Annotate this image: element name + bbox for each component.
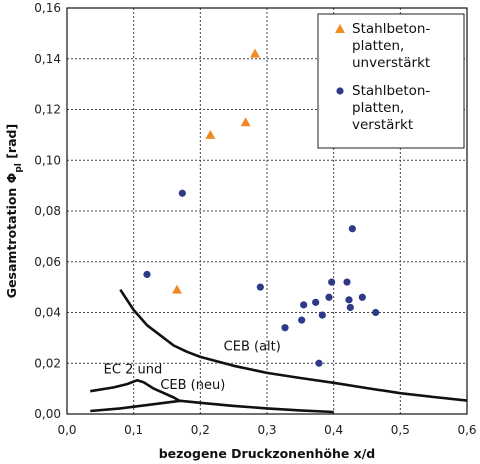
y-tick-label: 0,06 [34, 255, 61, 269]
data-point-circle [178, 189, 186, 197]
data-point-circle [328, 278, 336, 286]
data-point-circle [256, 283, 264, 291]
y-tick-label: 0,12 [34, 103, 61, 117]
x-tick-label: 0,0 [57, 423, 76, 437]
data-point-triangle [172, 284, 182, 294]
y-tick-label: 0,16 [34, 1, 61, 15]
legend-label: verstärkt [352, 117, 413, 133]
curve-annotation: CEB (neu) [160, 378, 225, 393]
legend-label: Stahlbeton- [352, 83, 430, 99]
legend-marker-circle [336, 87, 344, 95]
data-point-circle [281, 324, 289, 332]
data-point-circle [372, 308, 380, 317]
data-point-circle [325, 293, 333, 301]
data-point-triangle [205, 129, 216, 139]
data-point-circle [298, 316, 306, 324]
y-tick-label: 0,04 [34, 306, 61, 320]
x-tick-label: 0,2 [191, 423, 210, 437]
y-tick-label: 0,08 [34, 204, 61, 218]
legend-label: platten, [352, 38, 404, 54]
curve-annotation: EC 2 und [104, 362, 163, 377]
x-axis-label: bezogene Druckzonenhöhe x/d [159, 446, 376, 461]
legend-box [317, 13, 465, 149]
x-tick-label: 0,1 [124, 423, 143, 437]
data-point-triangle [240, 117, 251, 127]
curve-line-2 [90, 399, 334, 414]
curve-annotation: CEB (alt) [224, 340, 281, 355]
data-point-circle [345, 296, 353, 304]
data-point-circle [315, 359, 323, 367]
legend-label: platten, [352, 100, 404, 116]
plot-frame [66, 7, 468, 415]
data-point-circle [143, 270, 151, 279]
y-tick-label: 0,14 [34, 52, 61, 66]
curve-layer [90, 288, 468, 414]
data-point-circle [346, 303, 354, 312]
data-point-circle [318, 311, 326, 319]
legend-marker-triangle [335, 24, 345, 33]
y-tick-label: 0,00 [34, 407, 61, 421]
x-tick-label: 0,4 [324, 423, 343, 437]
legend: Stahlbeton-platten,unverstärktStahlbeton… [317, 13, 465, 149]
data-point-circle [358, 293, 366, 301]
x-tick-label: 0,3 [257, 423, 276, 437]
curve-line-1 [90, 378, 181, 403]
x-tick-label: 0,6 [457, 423, 476, 437]
x-tick-label: 0,5 [391, 423, 410, 437]
y-tick-label: 0,02 [34, 356, 61, 370]
point-layer [143, 48, 380, 367]
y-axis-label: Gesamtrotation Φpl [rad] [4, 124, 24, 298]
data-point-triangle [250, 48, 260, 58]
y-tick-label: 0,10 [34, 153, 61, 167]
legend-label: unverstärkt [352, 55, 430, 71]
plot-border [66, 7, 468, 415]
tick-labels: 0,0 0,1 0,2 0,3 0,4 0,5 0,6 0,00 0,02 0,04 0,06 0,0… [34, 1, 476, 437]
data-point-circle [348, 225, 356, 233]
data-point-circle [343, 278, 351, 286]
curve-line-0 [119, 288, 468, 402]
legend-label: Stahlbeton- [352, 21, 430, 37]
data-point-circle [300, 301, 308, 309]
data-point-circle [312, 298, 320, 306]
